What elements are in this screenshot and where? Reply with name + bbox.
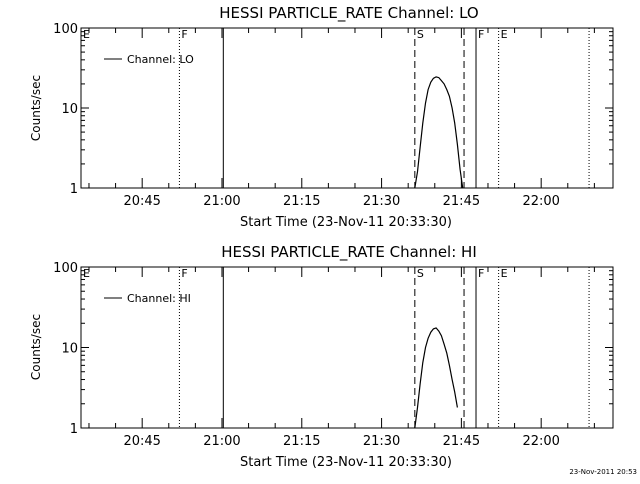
x-tick-label: 21:45 xyxy=(443,434,480,449)
x-tick-label: 22:00 xyxy=(522,434,559,449)
event-marker-label: F xyxy=(478,28,484,41)
x-axis-label: Start Time (23-Nov-11 20:33:30) xyxy=(240,215,452,230)
x-tick-label: 21:30 xyxy=(363,434,400,449)
event-marker-label: F xyxy=(181,28,187,41)
chart-title: HESSI PARTICLE_RATE Channel: LO xyxy=(219,4,478,23)
y-tick-label: 10 xyxy=(61,102,78,117)
y-tick-label: 100 xyxy=(53,22,78,37)
y-tick-label: 10 xyxy=(61,342,78,357)
x-axis-label: Start Time (23-Nov-11 20:33:30) xyxy=(240,455,452,470)
event-marker-label: E xyxy=(501,267,508,280)
event-marker-label: F xyxy=(181,267,187,280)
x-tick-label: 20:45 xyxy=(123,194,160,209)
legend-label: Channel: LO xyxy=(127,53,194,66)
x-tick-label: 22:00 xyxy=(522,194,559,209)
y-tick-label: 1 xyxy=(70,422,78,437)
x-tick-label: 21:30 xyxy=(363,194,400,209)
y-axis-label: Counts/sec xyxy=(29,314,43,380)
event-marker-label: E xyxy=(501,28,508,41)
event-marker-label: S xyxy=(417,28,424,41)
x-tick-label: 21:00 xyxy=(203,194,240,209)
event-marker-label: F xyxy=(478,267,484,280)
data-series-line xyxy=(414,76,464,189)
x-tick-label: 21:15 xyxy=(283,194,320,209)
legend-label: Channel: HI xyxy=(127,292,191,305)
x-tick-label: 20:45 xyxy=(123,434,160,449)
plot-frame xyxy=(80,27,614,189)
event-marker-label: E xyxy=(83,267,90,280)
chart-title: HESSI PARTICLE_RATE Channel: HI xyxy=(221,243,477,262)
x-tick-label: 21:00 xyxy=(203,434,240,449)
timestamp: 23-Nov-2011 20:53 xyxy=(569,468,637,476)
y-axis-label: Counts/sec xyxy=(29,75,43,141)
x-tick-label: 21:15 xyxy=(283,434,320,449)
chart-panel-hi: HESSI PARTICLE_RATE Channel: HI Counts/s… xyxy=(29,243,614,470)
x-tick-label: 21:45 xyxy=(443,194,480,209)
event-marker-label: S xyxy=(417,267,424,280)
event-marker-label: E xyxy=(83,28,90,41)
y-tick-label: 1 xyxy=(70,182,78,197)
y-tick-label: 100 xyxy=(53,261,78,276)
chart-panel-lo: HESSI PARTICLE_RATE Channel: LO Counts/s… xyxy=(29,4,614,230)
data-series-line xyxy=(414,327,458,429)
